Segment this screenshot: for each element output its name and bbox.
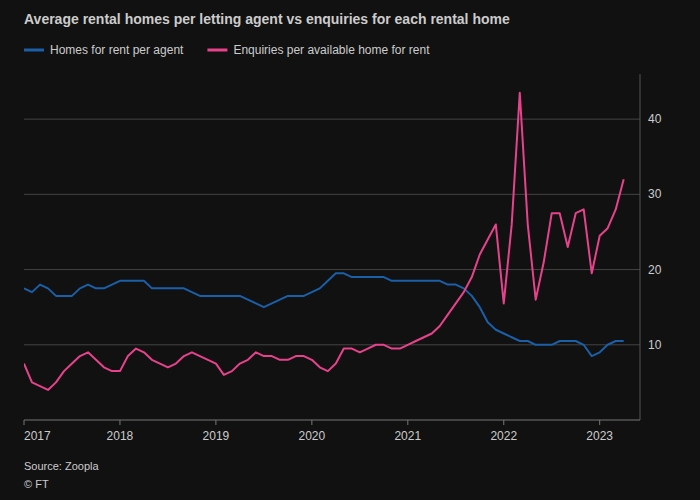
x-tick (407, 420, 408, 425)
x-tick (215, 420, 216, 425)
legend-swatch (207, 49, 227, 52)
chart: Average rental homes per letting agent v… (0, 0, 700, 500)
x-tick-label: 2020 (298, 429, 325, 443)
y-tick-label: 30 (648, 187, 662, 201)
x-tick-label: 2017 (24, 429, 51, 443)
y-grid: 10 20 30 40 (24, 112, 662, 352)
legend-swatch (24, 49, 44, 52)
x-tick-label: 2021 (394, 429, 421, 443)
y-axis-line (640, 74, 641, 420)
x-tick (599, 420, 600, 425)
grid-line (24, 119, 640, 120)
y-tick-label: 10 (648, 338, 662, 352)
legend: Homes for rent per agent Enquiries per av… (24, 43, 430, 57)
y-tick-label: 20 (648, 263, 662, 277)
plot-area (24, 93, 624, 390)
legend-label: Homes for rent per agent (50, 43, 184, 57)
background (0, 0, 700, 500)
x-tick (503, 420, 504, 425)
y-tick-label: 40 (648, 112, 662, 126)
title: Average rental homes per letting agent v… (24, 11, 510, 27)
x-axis-line (24, 420, 640, 421)
grid-line (24, 269, 640, 270)
x-tick (311, 420, 312, 425)
line (24, 93, 624, 390)
x-tick-label: 2022 (490, 429, 517, 443)
x-tick-label: 2023 (586, 429, 613, 443)
legend-label: Enquiries per available home for rent (233, 43, 430, 57)
x-axis: 2017 2018 2019 2020 2021 2022 2023 (24, 420, 640, 443)
annotation: © FT (24, 478, 49, 490)
x-tick (24, 420, 25, 425)
annotation: Source: Zoopla (24, 460, 99, 472)
x-tick-label: 2018 (107, 429, 134, 443)
x-tick (119, 420, 120, 425)
grid-line (24, 194, 640, 195)
x-tick-label: 2019 (203, 429, 230, 443)
